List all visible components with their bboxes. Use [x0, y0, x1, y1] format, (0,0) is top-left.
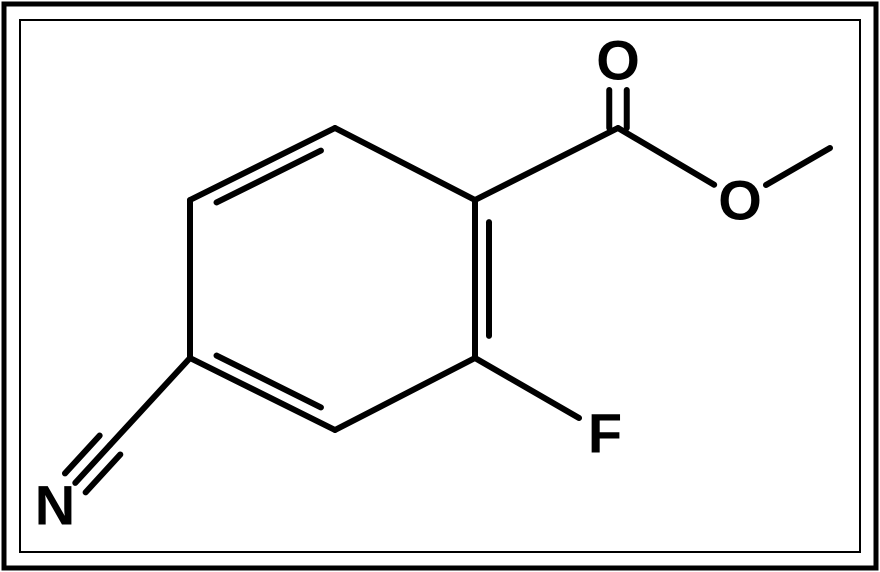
bond-line [475, 358, 579, 418]
bond-line [190, 358, 335, 430]
atom-label-f: F [588, 402, 622, 465]
bond-line [110, 358, 190, 445]
frame-outer [4, 4, 876, 568]
bond-line [65, 436, 100, 474]
bond-line [86, 454, 121, 492]
bond-line [75, 445, 110, 483]
bond-line [766, 148, 830, 185]
bond-line [335, 128, 475, 200]
bond-line [618, 128, 714, 185]
atom-label-n: N [35, 474, 75, 537]
bond-line [190, 128, 335, 200]
frame-inner [20, 20, 860, 552]
atom-label-o: O [718, 169, 762, 232]
bond-line [475, 128, 618, 200]
atom-label-o: O [596, 29, 640, 92]
bond-line [335, 358, 475, 430]
